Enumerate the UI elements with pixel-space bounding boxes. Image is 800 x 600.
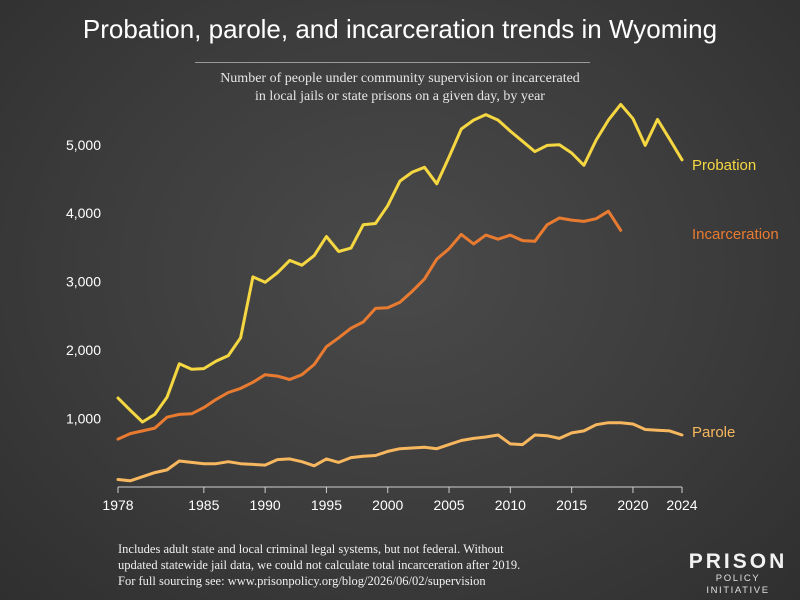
series-line-parole [116, 421, 684, 483]
y-tick-label-5000: 5,000 [66, 137, 101, 153]
prison-policy-initiative-logo: PRISON POLICY INITIATIVE [688, 551, 788, 597]
x-tick-label-1990: 1990 [250, 497, 281, 513]
logo-text-bottom: POLICY INITIATIVE [706, 573, 770, 596]
footnote-line-1: Includes adult state and local criminal … [118, 542, 504, 556]
x-tick-label-2020: 2020 [617, 497, 648, 513]
x-tick-label-2000: 2000 [372, 497, 403, 513]
chart-title: Probation, parole, and incarceration tre… [82, 14, 718, 44]
y-tick-label-2000: 2,000 [66, 342, 101, 358]
x-tick-label-1995: 1995 [311, 497, 342, 513]
series-label-probation: Probation [692, 157, 756, 174]
footnote: Includes adult state and local criminal … [118, 541, 618, 589]
x-tick-label-2024: 2024 [666, 497, 697, 513]
series-line-probation [116, 102, 684, 424]
subtitle-line-1: Number of people under community supervi… [220, 71, 580, 86]
x-tick-label-2005: 2005 [433, 497, 464, 513]
series-line-incarceration [116, 209, 623, 441]
y-tick-label-4000: 4,000 [66, 205, 101, 221]
y-tick-label-1000: 1,000 [66, 411, 101, 427]
x-tick-label-1978: 1978 [102, 497, 133, 513]
footnote-line-2: updated statewide jail data, we could no… [118, 558, 521, 572]
chart-subtitle: Number of people under community supervi… [150, 70, 650, 106]
x-tick-label-1985: 1985 [188, 497, 219, 513]
subtitle-line-2: in local jails or state prisons on a giv… [255, 89, 545, 104]
series-label-parole: Parole [692, 424, 735, 441]
subtitle-divider [195, 62, 590, 63]
footnote-line-3: For full sourcing see: www.prisonpolicy.… [118, 574, 486, 588]
series-label-incarceration: Incarceration [692, 226, 779, 243]
x-tick-label-2010: 2010 [495, 497, 526, 513]
y-tick-label-3000: 3,000 [66, 274, 101, 290]
logo-text-top: PRISON [688, 550, 788, 573]
x-tick-label-2015: 2015 [556, 497, 587, 513]
